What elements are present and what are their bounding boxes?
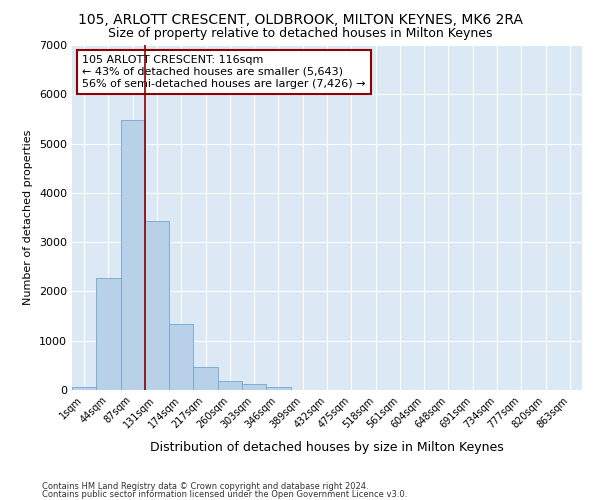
Bar	[72, 387, 96, 390]
X-axis label: Distribution of detached houses by size in Milton Keynes: Distribution of detached houses by size …	[150, 441, 504, 454]
Bar	[145, 222, 169, 390]
Bar	[193, 368, 218, 390]
Text: Size of property relative to detached houses in Milton Keynes: Size of property relative to detached ho…	[108, 28, 492, 40]
Text: 105, ARLOTT CRESCENT, OLDBROOK, MILTON KEYNES, MK6 2RA: 105, ARLOTT CRESCENT, OLDBROOK, MILTON K…	[77, 12, 523, 26]
Bar	[266, 387, 290, 390]
Bar	[218, 382, 242, 390]
Text: Contains HM Land Registry data © Crown copyright and database right 2024.: Contains HM Land Registry data © Crown c…	[42, 482, 368, 491]
Y-axis label: Number of detached properties: Number of detached properties	[23, 130, 34, 305]
Text: Contains public sector information licensed under the Open Government Licence v3: Contains public sector information licen…	[42, 490, 407, 499]
Bar	[169, 324, 193, 390]
Bar	[121, 120, 145, 390]
Text: 105 ARLOTT CRESCENT: 116sqm
← 43% of detached houses are smaller (5,643)
56% of : 105 ARLOTT CRESCENT: 116sqm ← 43% of det…	[82, 56, 366, 88]
Bar	[242, 384, 266, 390]
Bar	[96, 278, 121, 390]
